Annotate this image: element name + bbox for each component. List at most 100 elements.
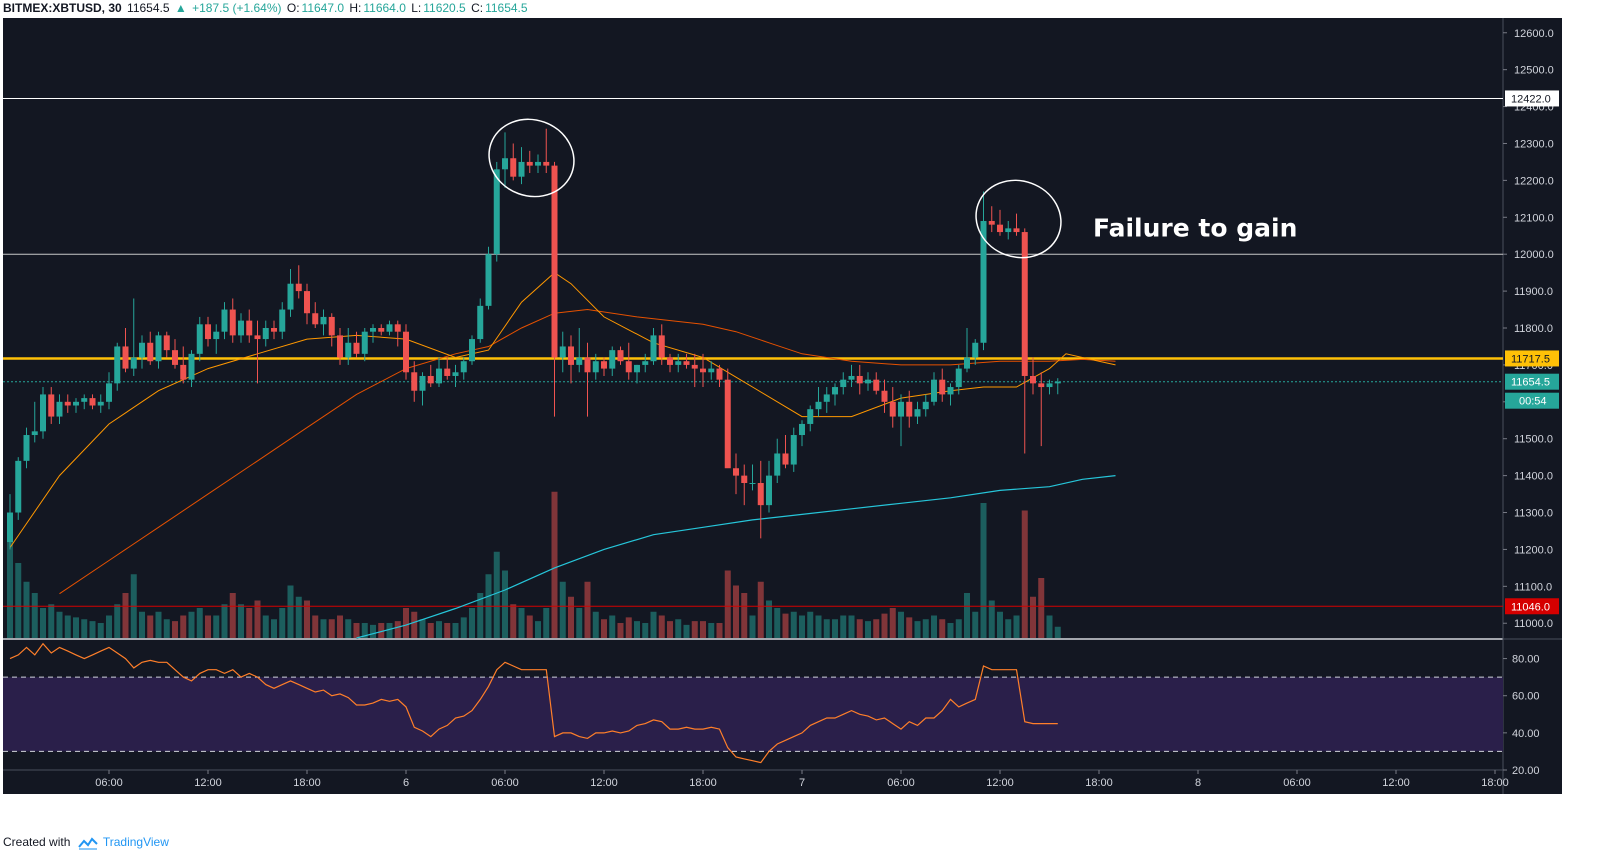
- candle-body: [172, 350, 178, 365]
- candle-body: [419, 375, 426, 391]
- candle-body: [7, 512, 13, 543]
- volume-bar: [848, 615, 855, 638]
- candle-body: [97, 401, 104, 406]
- time-tick-label: 06:00: [1283, 777, 1311, 789]
- candle-body: [823, 394, 830, 402]
- symbol-name[interactable]: BITMEX:XBTUSD, 30: [3, 1, 122, 15]
- candle-body: [650, 335, 657, 362]
- volume-bar: [73, 617, 79, 638]
- annotation-failure-to-gain: Failure to gain: [1093, 213, 1297, 242]
- rsi-axis: 20.00 40.00 60.00 80.00: [1503, 654, 1540, 777]
- time-tick-label: 6: [403, 777, 409, 789]
- candle-body: [997, 224, 1003, 233]
- volume-bar: [279, 608, 286, 638]
- candle-body: [741, 475, 748, 483]
- volume-bar: [361, 623, 368, 638]
- support-price-label-bg: [1505, 350, 1559, 367]
- candle-body: [947, 387, 954, 395]
- candle-body: [964, 357, 970, 369]
- volume-bar: [106, 615, 112, 638]
- volume-bar: [708, 623, 715, 638]
- candle-body: [180, 364, 187, 380]
- volume-bar: [947, 623, 954, 638]
- candle-body: [873, 379, 880, 391]
- volume-bar: [229, 593, 236, 638]
- volume-bar: [411, 611, 418, 638]
- volume-bar: [246, 608, 253, 638]
- time-axis[interactable]: 06:00 12:00 18:00 6 06:00 12:00 18:00 7 06:00 12:…: [95, 770, 1509, 789]
- candle-body: [807, 409, 814, 424]
- volume-bars: [7, 491, 1061, 638]
- volume-bar: [865, 621, 871, 638]
- candle-body: [1021, 232, 1028, 376]
- candle-body: [691, 364, 698, 369]
- volume-bar: [733, 585, 739, 638]
- candle-body: [658, 335, 665, 358]
- candle-body: [40, 394, 46, 432]
- time-tick-label: 12:00: [1382, 777, 1410, 789]
- volume-bar: [535, 621, 541, 638]
- last-price-label: 11654.5: [1511, 377, 1550, 389]
- volume-bar: [922, 619, 929, 638]
- volume-bar: [914, 621, 921, 638]
- support-price-label: 11717.5: [1511, 353, 1550, 365]
- candle-body: [815, 401, 822, 410]
- candle-body: [31, 431, 38, 436]
- rsi-line-layer: [9, 642, 1058, 764]
- candle-body: [15, 460, 22, 513]
- candle-body: [510, 158, 517, 177]
- time-tick-label: 18:00: [1085, 777, 1113, 789]
- volume-bar: [40, 608, 46, 638]
- volume-bar: [139, 611, 145, 638]
- volume-bar: [856, 619, 863, 638]
- volume-bar: [320, 619, 327, 638]
- volume-bar: [370, 624, 376, 638]
- time-tick-label: 06:00: [491, 777, 519, 789]
- price-tick-label: 11300.0: [1514, 508, 1553, 520]
- tradingview-link[interactable]: TradingView: [102, 835, 169, 849]
- candle-body: [774, 453, 781, 476]
- candle-body: [493, 169, 500, 255]
- low-price-label: 11046.0: [1511, 601, 1550, 613]
- time-tick-label: 12:00: [986, 777, 1014, 789]
- main-pane-background: [3, 18, 1503, 638]
- candle-body: [386, 324, 393, 332]
- close-value: 11654.5: [485, 1, 528, 15]
- time-tick-label: 12:00: [590, 777, 618, 789]
- candle-body: [403, 331, 409, 373]
- candle-body: [568, 346, 574, 365]
- volume-bar: [931, 615, 937, 638]
- candle-body: [980, 220, 987, 343]
- candle-body: [188, 353, 195, 380]
- time-axis-background: [3, 770, 1503, 794]
- volume-bar: [262, 615, 269, 638]
- price-tick-label: 12500.0: [1514, 65, 1554, 77]
- volume-bar: [328, 619, 335, 638]
- symbol-header: BITMEX:XBTUSD, 30 11654.5 ▲ +187.5 (+1.6…: [3, 0, 530, 16]
- candle-body: [1030, 375, 1036, 384]
- candle-body: [1005, 228, 1012, 233]
- volume-bar: [955, 619, 962, 638]
- rsi-tick-label: 60.00: [1512, 691, 1540, 703]
- price-tick-label: 11400.0: [1514, 471, 1553, 483]
- bar-countdown: 00:54: [1519, 396, 1547, 408]
- volume-bar: [221, 604, 228, 638]
- tradingview-logo-icon[interactable]: [77, 836, 98, 850]
- rsi-tick-label: 20.00: [1512, 765, 1540, 777]
- price-tick-label: 12000.0: [1514, 249, 1554, 261]
- candle-body: [848, 375, 855, 380]
- volume-bar: [716, 623, 723, 638]
- volume-bar: [295, 596, 302, 638]
- candle-body: [799, 423, 805, 436]
- candle-body: [642, 361, 649, 365]
- candle-body: [469, 339, 475, 362]
- ma-slow-line: [59, 308, 1116, 595]
- candle-body: [1046, 383, 1053, 388]
- volume-bar: [122, 593, 129, 638]
- volume-bar: [213, 615, 220, 638]
- volume-bar: [601, 619, 607, 638]
- volume-bar: [394, 621, 401, 638]
- candle-body: [889, 401, 896, 417]
- candle-body: [832, 387, 838, 395]
